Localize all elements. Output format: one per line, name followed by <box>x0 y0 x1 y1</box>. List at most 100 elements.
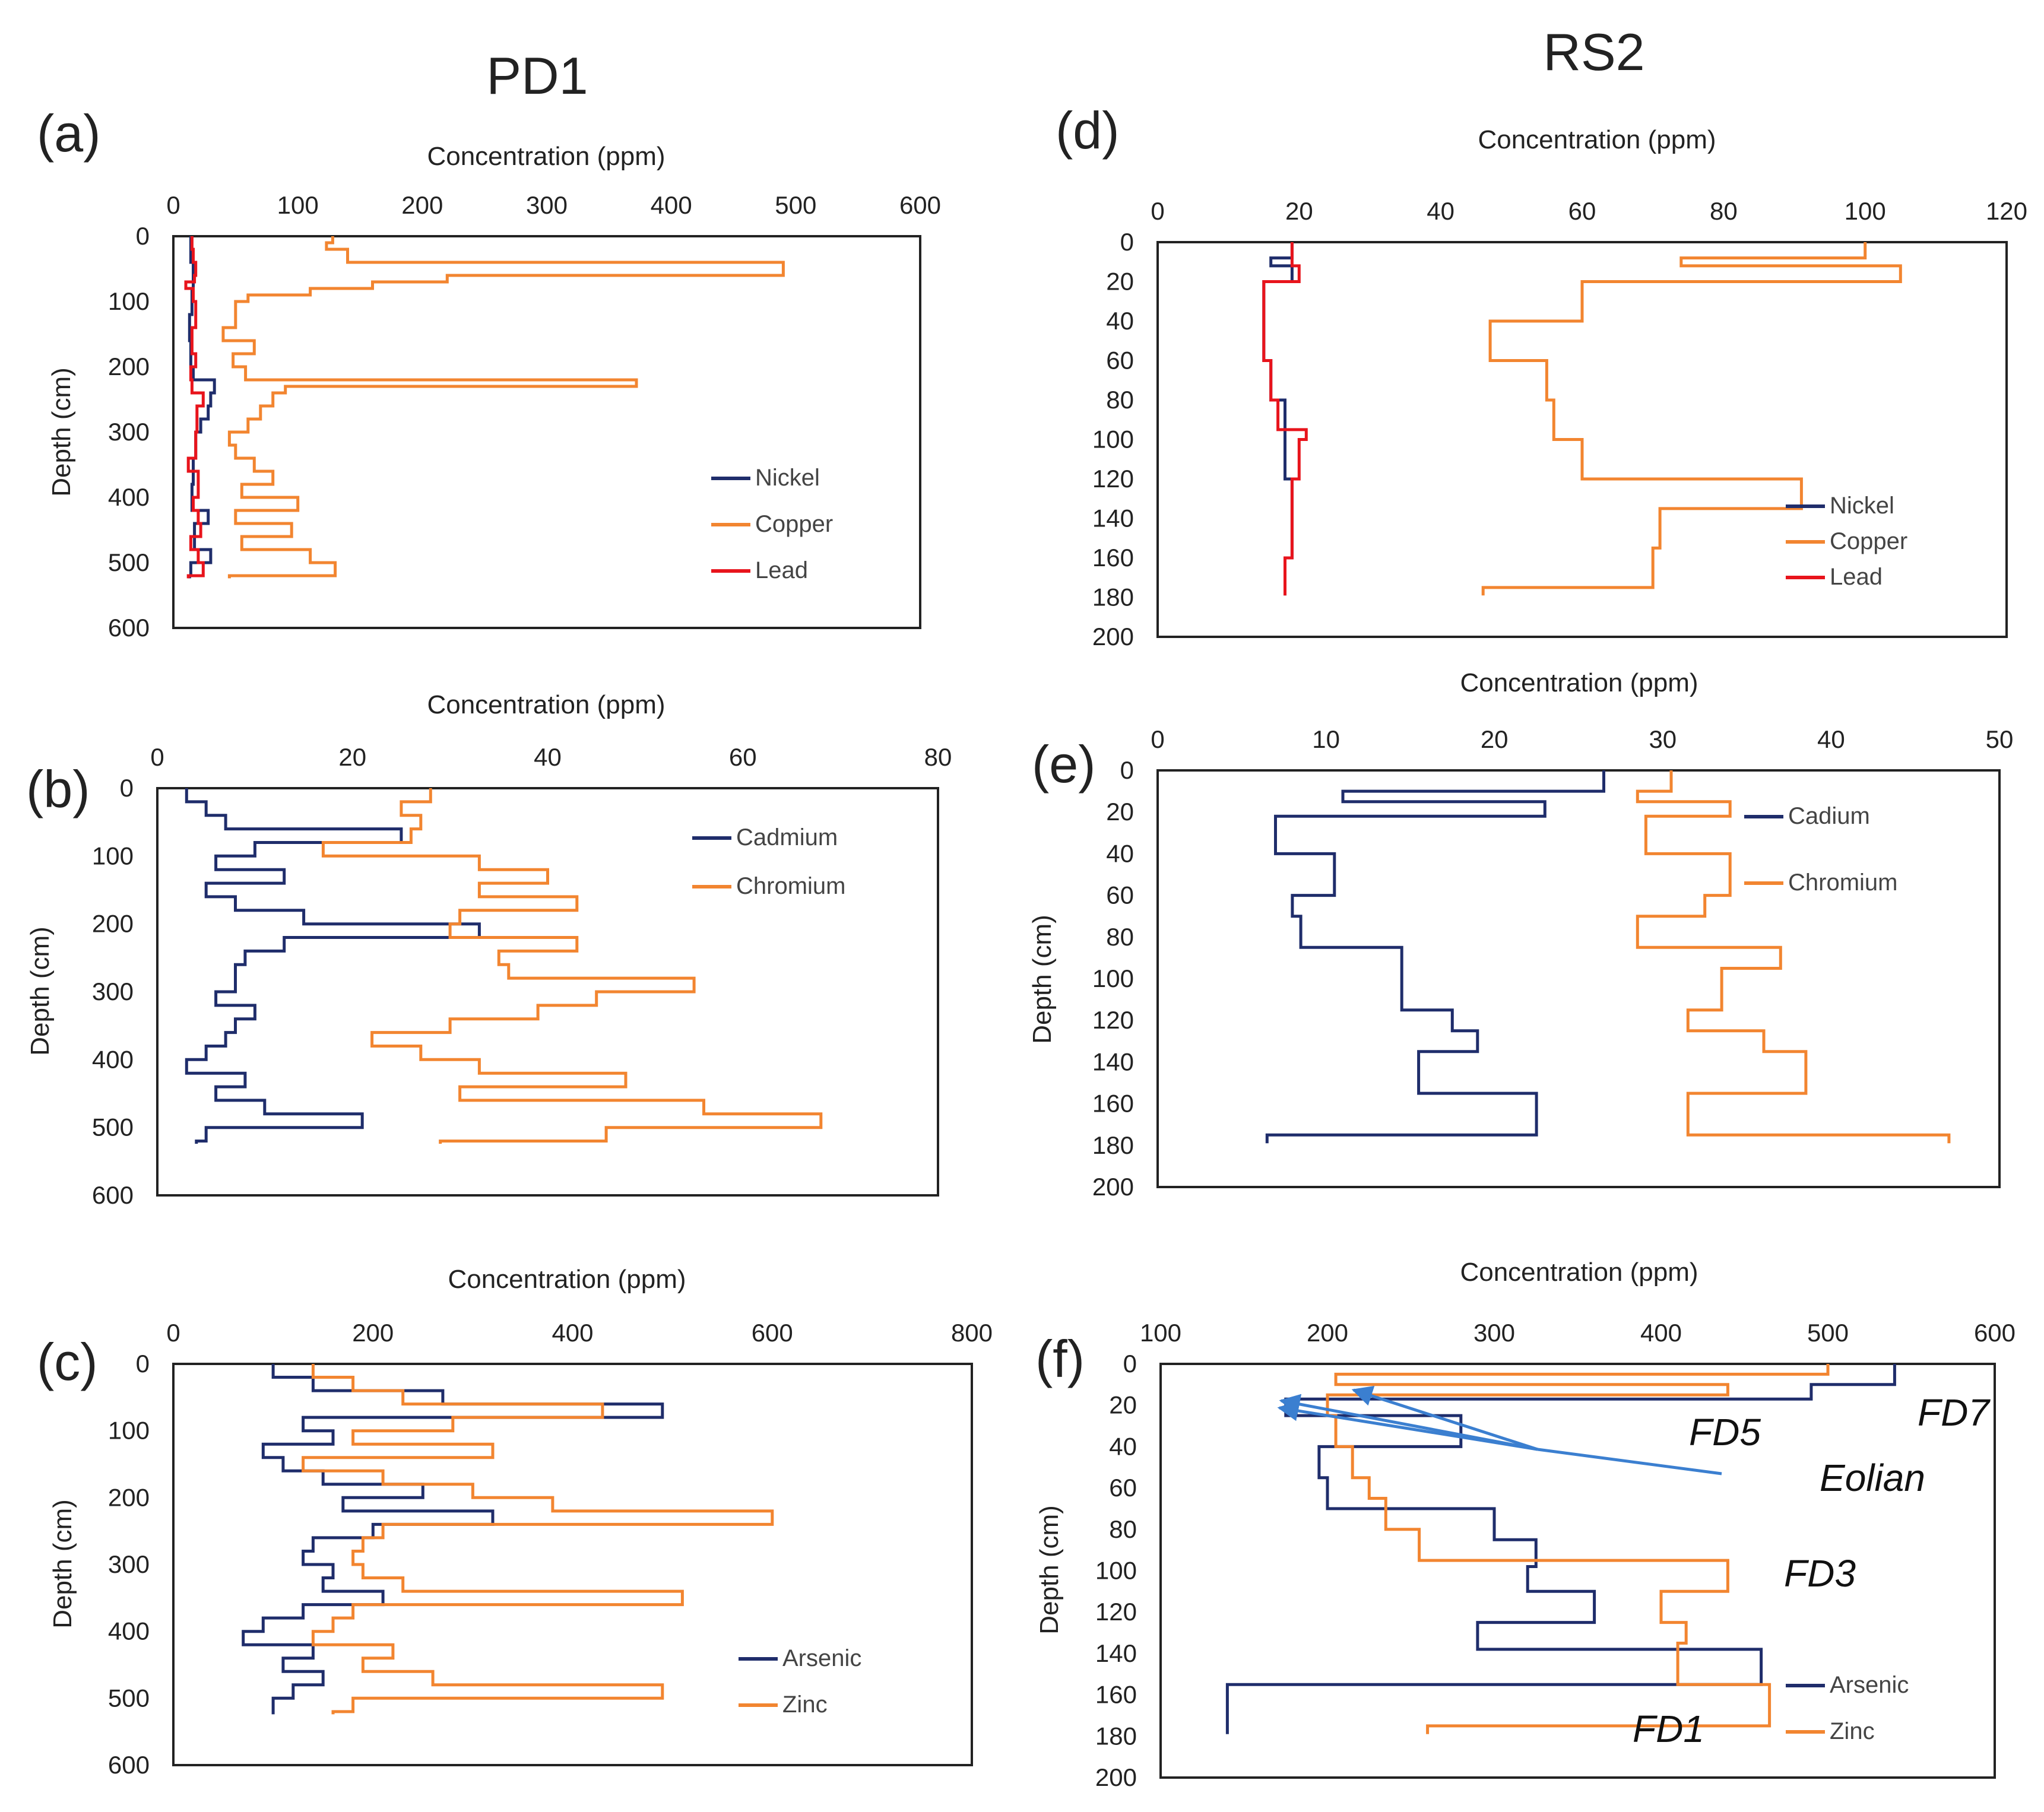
x-tick-label: 200 <box>401 191 443 219</box>
y-tick-label: 20 <box>1106 798 1134 826</box>
y-tick-label: 100 <box>108 1417 150 1445</box>
annotation-fd1: FD1 <box>1633 1708 1704 1750</box>
annotation-fd5: FD5 <box>1689 1411 1761 1454</box>
x-tick-label: 20 <box>338 743 366 771</box>
eolian-arrow <box>1279 1394 1538 1451</box>
y-tick-label: 100 <box>1095 1557 1137 1585</box>
eolian-arrow-trunk <box>1537 1448 1722 1475</box>
panel-label-a: (a) <box>37 104 101 163</box>
y-tick-label: 120 <box>1092 465 1134 493</box>
x-axis-label-a: Concentration (ppm) <box>427 142 665 171</box>
y-tick-label: 0 <box>136 1350 150 1378</box>
x-tick-label: 0 <box>166 1319 180 1347</box>
y-axis-label-e: Depth (cm) <box>1028 915 1057 1044</box>
y-axis-label-f: Depth (cm) <box>1035 1505 1064 1635</box>
plot-frame-c <box>172 1363 973 1766</box>
panel-b: (b) Concentration (ppm) Depth (cm) 0 20 40 60 8… <box>26 690 952 1209</box>
x-tick-label: 30 <box>1649 725 1677 753</box>
y-axis-label-b: Depth (cm) <box>26 926 55 1056</box>
y-tick-label: 80 <box>1106 923 1134 951</box>
y-tick-label: 100 <box>1092 426 1134 453</box>
series-line-arsenic-f <box>1225 1364 1896 1734</box>
series-line-lead-a <box>184 236 205 579</box>
x-tick-label: 600 <box>752 1319 793 1347</box>
y-tick-label: 40 <box>1106 839 1134 867</box>
x-tick-label: 0 <box>166 191 180 219</box>
x-tick-label: 80 <box>1710 197 1738 225</box>
y-tick-label: 60 <box>1106 347 1134 375</box>
y-tick-label: 200 <box>108 353 150 380</box>
x-tick-label: 500 <box>1807 1319 1849 1347</box>
x-tick-label: 20 <box>1285 197 1313 225</box>
y-tick-label: 300 <box>108 418 150 446</box>
x-tick-label: 100 <box>1140 1319 1181 1347</box>
y-tick-label: 40 <box>1109 1432 1137 1460</box>
panel-c: (c) Concentration (ppm) Depth (cm) 0 200 400 6… <box>37 1265 993 1779</box>
y-tick-label: 600 <box>92 1181 134 1209</box>
y-tick-label: 160 <box>1092 544 1134 572</box>
y-tick-label: 120 <box>1095 1598 1137 1626</box>
y-tick-label: 500 <box>92 1113 134 1141</box>
x-axis-label-b: Concentration (ppm) <box>427 690 665 719</box>
x-tick-label: 100 <box>1845 197 1886 225</box>
legend-entry-nickel: Nickel <box>755 465 820 491</box>
y-tick-label: 300 <box>108 1550 150 1578</box>
legend-entry-chromium: Chromium <box>1788 869 1897 896</box>
eolian-arrow <box>1351 1386 1538 1451</box>
y-tick-label: 400 <box>108 1617 150 1645</box>
y-tick-label: 500 <box>108 548 150 576</box>
y-tick-label: 100 <box>108 287 150 315</box>
x-tick-label: 200 <box>1307 1319 1348 1347</box>
series-line-zinc-c <box>302 1364 774 1715</box>
y-tick-label: 0 <box>1123 1350 1137 1378</box>
y-tick-label: 40 <box>1106 307 1134 335</box>
panel-label-d: (d) <box>1056 101 1120 160</box>
x-axis-label-f: Concentration (ppm) <box>1460 1258 1698 1287</box>
y-tick-label: 0 <box>1120 756 1134 784</box>
panel-e: (e) Concentration (ppm) Depth (cm) 0 10 20 30 4… <box>1028 668 2013 1201</box>
legend-entry-cadium: Cadium <box>1788 803 1870 829</box>
plot-frame-f <box>1159 1363 1996 1779</box>
y-axis-label-c: Depth (cm) <box>48 1499 77 1629</box>
y-tick-label: 160 <box>1092 1090 1134 1118</box>
series-line-copper-a <box>221 236 785 579</box>
x-tick-label: 120 <box>1986 197 2027 225</box>
series-line-chromium-b <box>321 788 823 1144</box>
y-tick-label: 200 <box>92 910 134 938</box>
y-tick-label: 500 <box>108 1684 150 1712</box>
y-axis-label-a: Depth (cm) <box>47 367 76 497</box>
y-tick-label: 300 <box>92 978 134 1005</box>
y-tick-label: 180 <box>1092 1131 1134 1159</box>
x-axis-label-e: Concentration (ppm) <box>1460 668 1698 697</box>
y-tick-label: 160 <box>1095 1681 1137 1709</box>
series-line-arsenic-c <box>242 1364 664 1715</box>
series-line-chromium-e <box>1636 770 1951 1144</box>
x-tick-label: 800 <box>951 1319 993 1347</box>
annotation-fd3: FD3 <box>1784 1552 1856 1595</box>
x-tick-label: 300 <box>1473 1319 1515 1347</box>
y-tick-label: 200 <box>1092 623 1134 650</box>
legend-entry-arsenic: Arsenic <box>1830 1672 1909 1698</box>
y-tick-label: 100 <box>1092 964 1134 992</box>
y-tick-label: 0 <box>120 774 134 802</box>
legend-entry-copper: Copper <box>755 511 833 537</box>
y-tick-label: 60 <box>1106 881 1134 909</box>
x-tick-label: 40 <box>534 743 562 771</box>
y-tick-label: 140 <box>1092 504 1134 532</box>
plot-frame-a <box>172 235 921 629</box>
panel-a: (a) Concentration (ppm) Depth (cm) 0 100 200 3… <box>37 104 941 642</box>
panel-f: (f)Concentration (ppm)Depth (cm)100 200 30… <box>1035 1258 2016 1791</box>
y-tick-label: 400 <box>108 483 150 511</box>
y-tick-label: 80 <box>1106 386 1134 414</box>
y-tick-label: 180 <box>1095 1722 1137 1750</box>
y-tick-label: 80 <box>1109 1515 1137 1543</box>
x-tick-label: 600 <box>1974 1319 2016 1347</box>
y-tick-label: 200 <box>1092 1173 1134 1201</box>
column-title-rs2: RS2 <box>1543 23 1644 81</box>
y-tick-label: 60 <box>1109 1474 1137 1502</box>
x-tick-label: 60 <box>729 743 757 771</box>
x-tick-label: 50 <box>1986 725 2014 753</box>
x-tick-label: 400 <box>1640 1319 1682 1347</box>
y-tick-label: 200 <box>1095 1763 1137 1791</box>
